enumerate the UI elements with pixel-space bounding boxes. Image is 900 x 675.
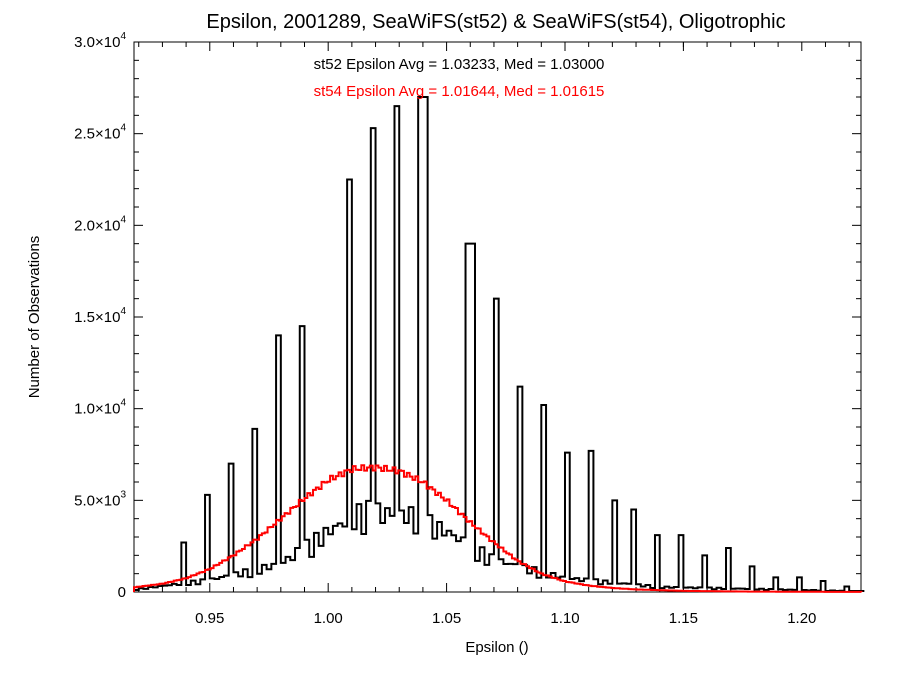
y-tick-mantissa: 2.0×10 <box>74 217 120 234</box>
x-tick-label: 1.00 <box>314 610 343 627</box>
y-tick-mantissa: 1.0×10 <box>74 401 120 418</box>
x-tick-label: 1.15 <box>669 610 698 627</box>
y-tick-exponent: 4 <box>120 31 126 42</box>
y-tick-mantissa: 1.5×10 <box>74 309 120 326</box>
y-tick-mantissa: 2.5×10 <box>74 126 120 143</box>
x-tick-label: 1.20 <box>787 610 816 627</box>
y-tick-exponent: 3 <box>120 489 126 500</box>
y-tick-label: 2.5×104 <box>74 123 126 143</box>
series-st52-histogram <box>133 96 865 593</box>
y-tick-label: 0 <box>118 584 126 601</box>
y-axis: 05.0×1031.0×1041.5×1042.0×1042.5×1043.0×… <box>74 31 861 601</box>
y-tick-exponent: 4 <box>120 214 126 225</box>
y-tick-mantissa: 5.0×10 <box>74 492 120 509</box>
y-tick-label: 1.0×104 <box>74 398 126 418</box>
chart-title: Epsilon, 2001289, SeaWiFS(st52) & SeaWiF… <box>206 11 785 33</box>
y-tick-label: 2.0×104 <box>74 214 126 234</box>
y-tick-label: 1.5×104 <box>74 306 126 326</box>
x-tick-label: 1.10 <box>550 610 579 627</box>
annotation-st54: st54 Epsilon Avg = 1.01644, Med = 1.0161… <box>314 83 605 100</box>
y-tick-mantissa: 3.0×10 <box>74 34 120 51</box>
y-axis-label: Number of Observations <box>26 236 43 399</box>
x-tick-label: 0.95 <box>195 610 224 627</box>
x-tick-label: 1.05 <box>432 610 461 627</box>
series-st54-histogram <box>133 464 863 593</box>
y-tick-label: 3.0×104 <box>74 31 126 51</box>
y-tick-label: 5.0×103 <box>74 489 126 509</box>
y-tick-exponent: 4 <box>120 306 126 317</box>
plot-frame <box>133 41 862 593</box>
y-tick-mantissa: 0 <box>118 584 126 601</box>
x-axis-label: Epsilon () <box>465 639 528 656</box>
y-tick-exponent: 4 <box>120 398 126 409</box>
annotation-st52: st52 Epsilon Avg = 1.03233, Med = 1.0300… <box>314 56 605 73</box>
y-tick-exponent: 4 <box>120 123 126 134</box>
